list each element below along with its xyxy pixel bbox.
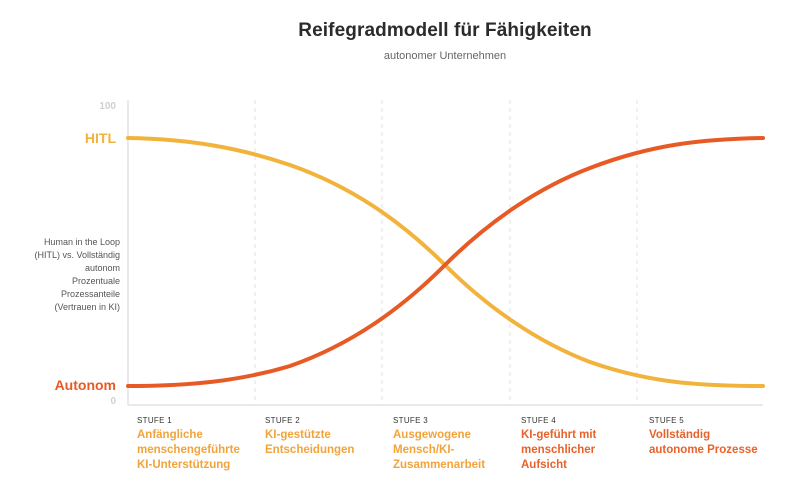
y-axis-title-line: Prozessanteile bbox=[60, 289, 120, 299]
y-axis-title-line: (HITL) vs. Vollständig bbox=[34, 250, 120, 260]
stage-name: Vollständig autonome Prozesse bbox=[649, 429, 758, 456]
y-label-hitl: HITL bbox=[84, 130, 116, 146]
stage-number: STUFE 5 bbox=[649, 416, 684, 425]
y-axis-title-line: (Vertrauen in KI) bbox=[54, 302, 120, 312]
series-line-autonom bbox=[126, 136, 765, 388]
stage-name: Anfängliche menschengeführte KI-Unterstütz… bbox=[137, 429, 240, 471]
y-axis-title-line: autonom bbox=[84, 263, 120, 273]
y-label-autonom: Autonom bbox=[54, 377, 116, 393]
y-tick-max: 100 bbox=[99, 101, 116, 112]
stage-3: STUFE 3 Ausgewogene Mensch/KI- Zusammenarb… bbox=[393, 416, 517, 473]
stage-number: STUFE 4 bbox=[521, 416, 556, 425]
y-axis-title-line: Prozentuale bbox=[71, 276, 120, 286]
y-axis-title: Human in the Loop (HITL) vs. Vollständig… bbox=[0, 236, 120, 314]
stage-name: KI-geführt mit menschlicher Aufsicht bbox=[521, 429, 597, 471]
stage-4: STUFE 4 KI-geführt mit menschlicher Aufsic… bbox=[521, 416, 645, 473]
stage-number: STUFE 2 bbox=[265, 416, 300, 425]
stage-name: KI-gestützte Entscheidungen bbox=[265, 429, 355, 456]
y-tick-min: 0 bbox=[110, 396, 116, 407]
chart-subtitle: autonomer Unternehmen bbox=[383, 50, 507, 62]
chart-title: Reifegradmodell für Fähigkeiten bbox=[298, 20, 592, 41]
stage-number: STUFE 3 bbox=[393, 416, 428, 425]
stage-1: STUFE 1 Anfängliche menschengeführte KI-Un… bbox=[137, 416, 261, 473]
stage-name: Ausgewogene Mensch/KI- Zusammenarbeit bbox=[393, 429, 486, 471]
stage-number: STUFE 1 bbox=[137, 416, 172, 425]
stage-5: STUFE 5 Vollständig autonome Prozesse bbox=[649, 416, 773, 458]
y-axis-title-line: Human in the Loop bbox=[43, 237, 120, 247]
stage-2: STUFE 2 KI-gestützte Entscheidungen bbox=[265, 416, 389, 458]
